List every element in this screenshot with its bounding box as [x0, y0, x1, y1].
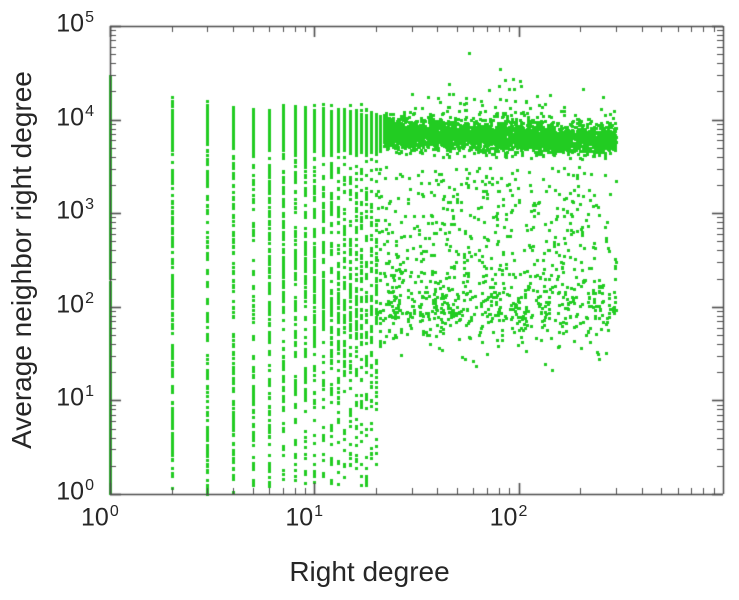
y-tick-label-1e5: 105 — [56, 9, 94, 38]
y-axis-label: Average neighbor right degree — [6, 71, 37, 449]
x-tick-label-1e1: 101 — [285, 503, 324, 532]
y-tick-label-1e3: 103 — [56, 196, 94, 225]
y-axis-label-container: Average neighbor right degree — [0, 0, 44, 520]
y-tick-label-1e2: 102 — [56, 289, 94, 319]
y-tick-label-1e1: 101 — [56, 383, 94, 412]
y-tick-label-1e4: 104 — [56, 102, 94, 131]
y-tick-label-1e0: 100 — [56, 477, 94, 506]
x-tick-label-1e2: 102 — [489, 503, 528, 532]
x-axis-label: Right degree — [289, 556, 450, 587]
x-tick-label-1e0: 100 — [81, 503, 119, 532]
